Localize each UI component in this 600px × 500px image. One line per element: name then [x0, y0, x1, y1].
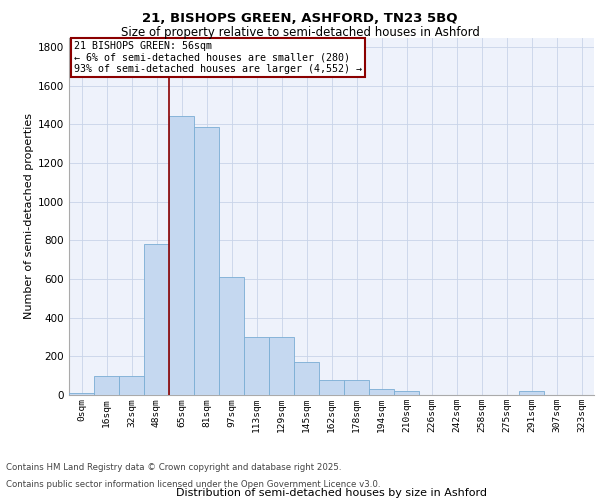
- Bar: [119, 376, 144, 395]
- Bar: [319, 380, 344, 395]
- Bar: [294, 362, 319, 395]
- Y-axis label: Number of semi-detached properties: Number of semi-detached properties: [24, 114, 34, 320]
- Bar: [269, 337, 294, 395]
- Bar: [94, 376, 119, 395]
- Text: 21 BISHOPS GREEN: 56sqm
← 6% of semi-detached houses are smaller (280)
93% of se: 21 BISHOPS GREEN: 56sqm ← 6% of semi-det…: [74, 41, 362, 74]
- Bar: [219, 277, 244, 395]
- Text: 21, BISHOPS GREEN, ASHFORD, TN23 5BQ: 21, BISHOPS GREEN, ASHFORD, TN23 5BQ: [142, 12, 458, 26]
- Bar: [169, 116, 194, 395]
- Text: Contains public sector information licensed under the Open Government Licence v3: Contains public sector information licen…: [6, 480, 380, 489]
- Bar: [369, 389, 394, 395]
- Bar: [194, 128, 219, 395]
- X-axis label: Distribution of semi-detached houses by size in Ashford: Distribution of semi-detached houses by …: [176, 488, 487, 498]
- Text: Contains HM Land Registry data © Crown copyright and database right 2025.: Contains HM Land Registry data © Crown c…: [6, 464, 341, 472]
- Text: Size of property relative to semi-detached houses in Ashford: Size of property relative to semi-detach…: [121, 26, 479, 39]
- Bar: [344, 380, 369, 395]
- Bar: [394, 391, 419, 395]
- Bar: [144, 244, 169, 395]
- Bar: [69, 393, 94, 395]
- Bar: [244, 337, 269, 395]
- Bar: [519, 391, 544, 395]
